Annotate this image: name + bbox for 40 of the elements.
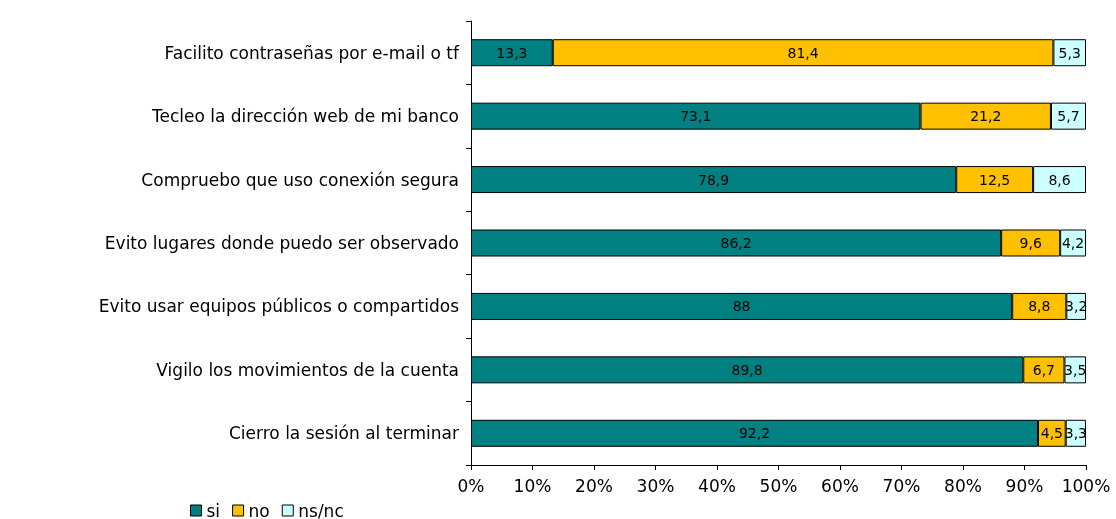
x-tick-label: 40% — [698, 475, 736, 496]
data-label: 92,2 — [738, 425, 771, 442]
data-label: 21,2 — [970, 108, 1002, 125]
y-tick-label: Evito usar equipos públicos o compartidos — [98, 296, 460, 317]
data-label: 5,7 — [1057, 108, 1080, 125]
y-tick-label: Evito lugares donde puedo ser observado — [104, 233, 459, 253]
data-label: 86,2 — [720, 235, 752, 251]
data-label: 81,4 — [787, 44, 819, 61]
x-tick-label: 80% — [944, 475, 982, 496]
data-label: 73,1 — [680, 108, 712, 125]
x-tick-label: 60% — [821, 475, 859, 496]
x-tick-label: 90% — [1005, 475, 1044, 496]
y-tick-label: Facilito contraseñas por e-mail o tf — [164, 42, 461, 63]
legend-label: no — [248, 500, 270, 519]
x-tick-label: 100% — [1061, 475, 1111, 496]
data-label: 8,6 — [1048, 171, 1071, 188]
data-label: 13,3 — [496, 44, 528, 61]
data-label: 4,5 — [1040, 425, 1063, 442]
x-tick-label: 50% — [759, 475, 798, 496]
data-label: 8,8 — [1028, 298, 1051, 315]
data-label: 9,6 — [1019, 235, 1042, 251]
y-tick-label: Tecleo la dirección web de mi banco — [150, 106, 459, 127]
data-label: 78,9 — [698, 171, 730, 188]
x-tick-label: 10% — [513, 475, 552, 496]
data-label: 12,5 — [979, 171, 1011, 188]
x-tick-label: 20% — [575, 475, 613, 496]
y-tick-label: Cierro la sesión al terminar — [228, 423, 459, 444]
x-tick-label: 70% — [882, 475, 921, 496]
data-label: 5,3 — [1058, 44, 1081, 61]
x-tick-label: 30% — [636, 475, 675, 496]
data-label: 3,5 — [1064, 361, 1087, 378]
legend-label: si — [206, 500, 221, 519]
data-label: 88 — [732, 298, 751, 315]
y-tick-label: Compruebo que uso conexión segura — [141, 169, 459, 190]
data-label: 89,8 — [731, 361, 763, 378]
x-tick-label: 0% — [457, 475, 485, 496]
legend-label: ns/nc — [298, 500, 344, 519]
data-label: 6,7 — [1032, 361, 1056, 378]
data-label: 4,2 — [1061, 235, 1085, 251]
y-tick-label: Vigilo los movimientos de la cuenta — [156, 359, 459, 380]
